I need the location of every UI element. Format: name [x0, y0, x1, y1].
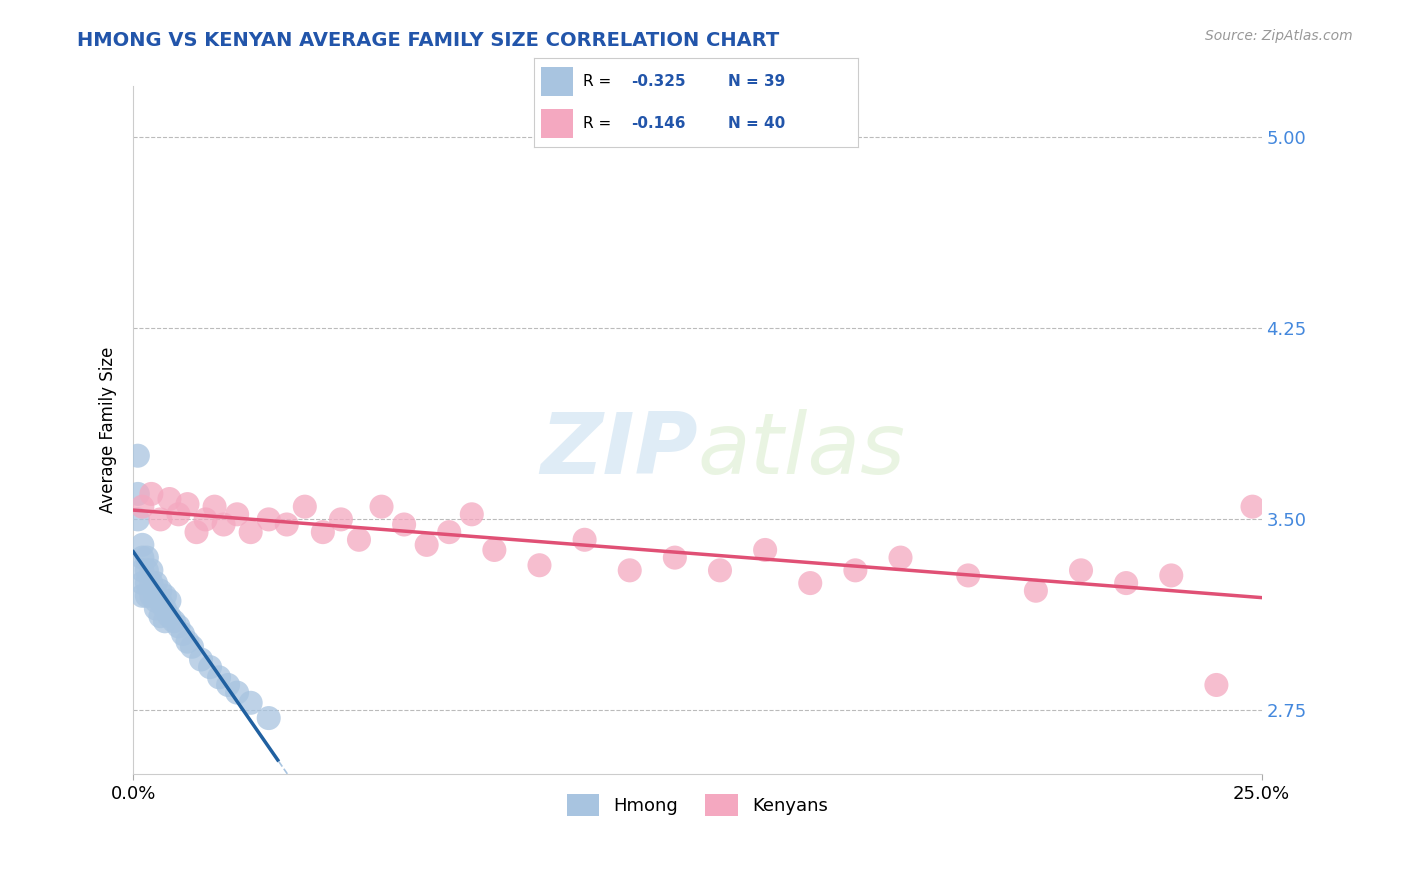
Point [194, 512, 217, 526]
Point [127, 512, 149, 526]
Point [415, 538, 437, 552]
Point [141, 576, 163, 591]
Point [226, 508, 249, 522]
Text: HMONG VS KENYAN AVERAGE FAMILY SIZE CORRELATION CHART: HMONG VS KENYAN AVERAGE FAMILY SIZE CORR… [77, 31, 779, 50]
Point [135, 550, 157, 565]
Point [163, 615, 186, 629]
Point [204, 500, 226, 514]
Text: ZIP: ZIP [540, 409, 697, 492]
Point [131, 550, 153, 565]
Point [176, 497, 198, 511]
Point [131, 538, 153, 552]
Point [1205, 678, 1227, 692]
Point [1241, 500, 1264, 514]
Point [1070, 563, 1092, 577]
Point [257, 711, 280, 725]
Bar [541, 109, 574, 138]
Point [167, 508, 190, 522]
Point [619, 563, 641, 577]
Point [131, 589, 153, 603]
Point [574, 533, 596, 547]
Point [212, 517, 235, 532]
Point [127, 487, 149, 501]
Text: R =: R = [582, 116, 616, 130]
Text: atlas: atlas [697, 409, 905, 492]
Text: Source: ZipAtlas.com: Source: ZipAtlas.com [1205, 29, 1353, 43]
Point [392, 517, 415, 532]
Point [239, 525, 262, 540]
Point [149, 512, 172, 526]
Legend: Hmong, Kenyans: Hmong, Kenyans [560, 787, 835, 823]
Point [312, 525, 335, 540]
Point [145, 601, 167, 615]
Point [135, 576, 157, 591]
Point [1160, 568, 1182, 582]
Point [844, 563, 866, 577]
Point [461, 508, 484, 522]
Point [145, 576, 167, 591]
Point [141, 589, 163, 603]
Point [370, 500, 392, 514]
Point [226, 685, 249, 699]
Point [149, 609, 172, 624]
Point [198, 660, 221, 674]
Y-axis label: Average Family Size: Average Family Size [100, 347, 117, 514]
Point [145, 594, 167, 608]
Point [135, 589, 157, 603]
Point [159, 594, 181, 608]
Point [208, 670, 231, 684]
Point [149, 583, 172, 598]
Point [176, 634, 198, 648]
Point [141, 563, 163, 577]
Point [190, 652, 212, 666]
Point [153, 615, 176, 629]
Point [664, 550, 686, 565]
Point [159, 609, 181, 624]
Point [799, 576, 821, 591]
Point [131, 563, 153, 577]
Point [131, 500, 153, 514]
Point [1025, 583, 1047, 598]
Point [131, 576, 153, 591]
Text: N = 39: N = 39 [728, 74, 786, 88]
Point [135, 563, 157, 577]
Point [889, 550, 911, 565]
Point [153, 589, 176, 603]
Point [127, 449, 149, 463]
Point [145, 589, 167, 603]
Text: R =: R = [582, 74, 616, 88]
Point [159, 491, 181, 506]
Point [239, 696, 262, 710]
Point [439, 525, 461, 540]
Point [181, 640, 204, 654]
Point [347, 533, 370, 547]
Text: -0.325: -0.325 [631, 74, 686, 88]
Point [754, 543, 776, 558]
Point [153, 601, 176, 615]
Point [329, 512, 352, 526]
Point [1115, 576, 1137, 591]
Point [709, 563, 731, 577]
Point [186, 525, 208, 540]
Point [141, 487, 163, 501]
Point [957, 568, 980, 582]
Point [217, 678, 239, 692]
Point [257, 512, 280, 526]
Text: N = 40: N = 40 [728, 116, 786, 130]
Point [276, 517, 298, 532]
Point [529, 558, 551, 573]
Text: -0.146: -0.146 [631, 116, 686, 130]
Point [294, 500, 316, 514]
Point [172, 627, 194, 641]
Bar [541, 67, 574, 96]
Point [149, 594, 172, 608]
Point [484, 543, 506, 558]
Point [167, 619, 190, 633]
